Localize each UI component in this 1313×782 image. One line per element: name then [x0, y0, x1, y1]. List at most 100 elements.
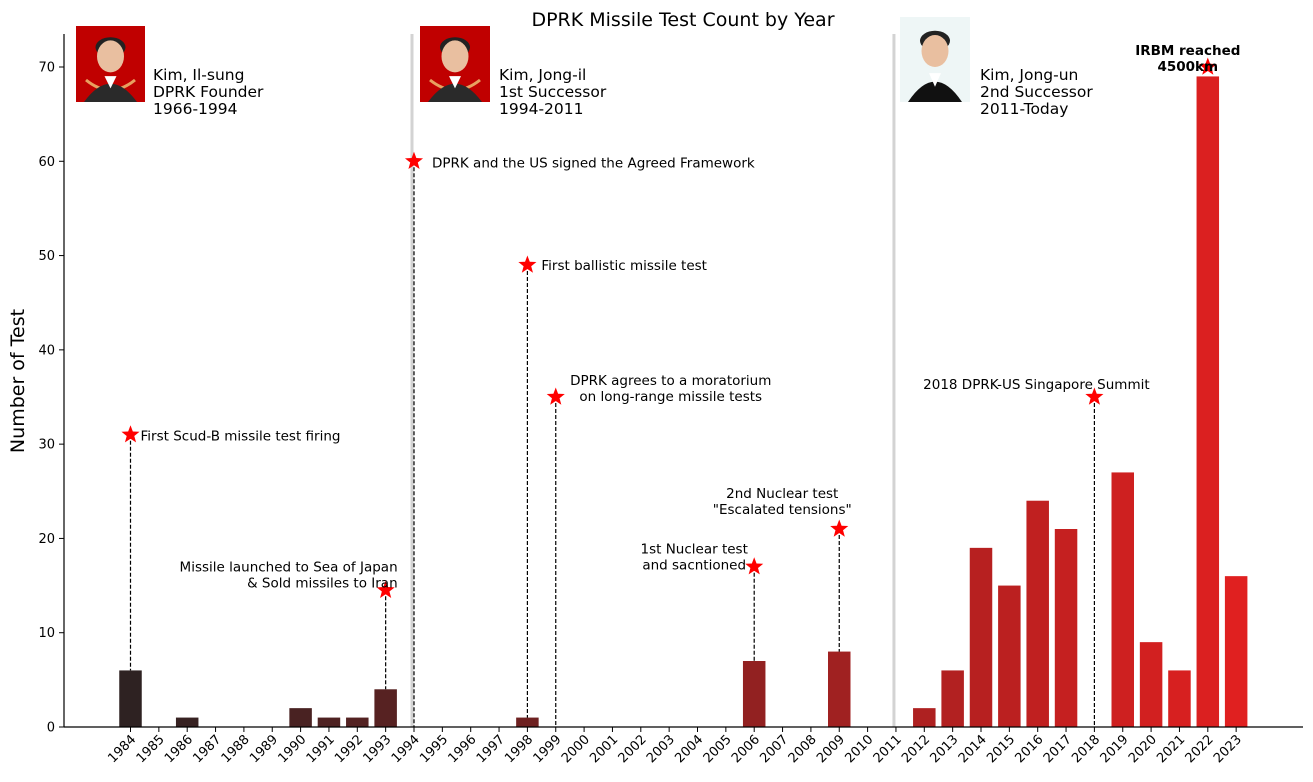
x-tick-label: 1989 [247, 732, 281, 766]
bar [941, 670, 964, 727]
y-tick-label: 0 [47, 721, 55, 736]
annotation-text: 1st Nuclear test and sacntioned [641, 542, 748, 574]
leader-name: Kim, Jong-il [499, 66, 586, 84]
face-shape [921, 35, 949, 67]
annotation-line: IRBM reached [1135, 43, 1240, 59]
bar [1168, 670, 1191, 727]
bar [1111, 472, 1134, 727]
x-tick-label: 2018 [1069, 732, 1103, 766]
annotation-text: 2018 DPRK-US Singapore Summit [923, 377, 1149, 393]
bar [1224, 576, 1248, 727]
y-tick-label: 60 [38, 155, 55, 170]
x-tick-label: 1985 [134, 732, 168, 766]
bar [317, 717, 341, 727]
annotation-text: Missile launched to Sea of Japan & Sold m… [180, 559, 398, 591]
x-tick-label: 1992 [332, 732, 366, 766]
era-dividers [410, 34, 896, 727]
annotation-text: First ballistic missile test [541, 258, 707, 274]
leader-portrait-icon [900, 17, 970, 102]
leader-role: 2nd Successor [980, 83, 1093, 101]
bar [374, 689, 397, 727]
x-tick-label: 2019 [1098, 732, 1132, 766]
leader-caption: Kim, Il-sung DPRK Founder 1966-1994 [153, 66, 264, 118]
annotation-line: First Scud-B missile test firing [141, 429, 341, 445]
annotation-line: and sacntioned [642, 558, 746, 574]
x-tick-label: 2015 [984, 732, 1018, 766]
star-marker [518, 255, 537, 273]
x-tick-label: 2005 [701, 732, 735, 766]
x-tick-label: 1996 [446, 732, 480, 766]
x-tick-label: 2010 [842, 732, 876, 766]
x-tick-label: 2017 [1041, 732, 1075, 766]
x-tick-label: 2001 [587, 732, 621, 766]
annotation-line: Missile launched to Sea of Japan [180, 559, 398, 575]
annotation-line: 1st Nuclear test [641, 542, 748, 558]
x-tick-label: 2012 [899, 732, 933, 766]
x-tick-label: 1993 [360, 732, 394, 766]
x-tick-label: 2008 [786, 732, 820, 766]
x-tick-label: 1986 [162, 732, 196, 766]
annotations: First Scud-B missile test firing Missile … [121, 43, 1240, 727]
bar [828, 651, 851, 727]
leader-caption: Kim, Jong-un 2nd Successor 2011-Today [980, 66, 1093, 118]
leader-years: 1994-2011 [499, 100, 584, 118]
annotation-line: DPRK agrees to a moratorium [570, 373, 771, 389]
x-tick-label: 2014 [956, 732, 990, 766]
star-marker [376, 580, 395, 598]
face-shape [97, 40, 124, 73]
leader-portrait-icon [76, 26, 145, 102]
y-tick-label: 40 [38, 343, 55, 358]
y-axis-label: Number of Test [7, 309, 29, 453]
suit-shape [84, 83, 137, 102]
x-tick-label: 1998 [502, 732, 536, 766]
x-tick-label: 2020 [1126, 732, 1160, 766]
star-marker [404, 151, 424, 169]
x-tick-label: 2002 [616, 732, 650, 766]
shirt-shape [929, 73, 941, 87]
x-tick-label: 2011 [871, 732, 905, 766]
x-tick-label: 1984 [105, 732, 139, 766]
bar [913, 708, 936, 727]
bar [998, 585, 1021, 727]
x-tick-label: 2003 [644, 732, 678, 766]
x-tick-label: 2000 [559, 732, 593, 766]
x-tick-label: 1990 [275, 732, 309, 766]
annotation-line: on long-range missile tests [579, 389, 762, 405]
leader-caption: Kim, Jong-il 1st Successor 1994-2011 [499, 66, 607, 118]
y-tick-label: 70 [38, 61, 55, 76]
y-tick-label: 30 [38, 438, 55, 453]
bar [1196, 76, 1220, 727]
bar [119, 670, 142, 727]
annotation-line: 2nd Nuclear test [726, 486, 838, 502]
x-tick-label: 2022 [1183, 732, 1217, 766]
annotation-line: 2018 DPRK-US Singapore Summit [923, 377, 1149, 393]
star-marker [1198, 57, 1217, 75]
leader-portrait-icon [420, 26, 490, 102]
x-tick-label: 1988 [219, 732, 253, 766]
bar [742, 661, 766, 727]
x-tick-label: 1994 [389, 732, 423, 766]
shirt-shape [449, 76, 461, 89]
x-tick-label: 2021 [1154, 732, 1188, 766]
y-tick-label: 20 [38, 532, 55, 547]
shirt-shape [104, 76, 117, 89]
x-tick-label: 2016 [1013, 732, 1047, 766]
x-tick-label: 2009 [814, 732, 848, 766]
bar [516, 717, 539, 727]
star-marker [745, 557, 764, 575]
bar [289, 708, 312, 727]
bar [1139, 642, 1163, 727]
star-marker [830, 519, 849, 537]
bar [1026, 500, 1049, 727]
leader-panels: Kim, Il-sung DPRK Founder 1966-1994 Kim, Jo… [76, 17, 1093, 118]
x-tick-label: 2023 [1211, 732, 1245, 766]
leader-years: 2011-Today [980, 100, 1068, 118]
bar [969, 547, 993, 727]
x-tick-label: 1999 [531, 732, 565, 766]
annotation-text: IRBM reached 4500km [1135, 43, 1240, 75]
bar [1054, 529, 1078, 727]
x-tick-label: 2007 [757, 732, 791, 766]
x-tick-label: 1991 [304, 732, 338, 766]
bar [346, 717, 369, 727]
